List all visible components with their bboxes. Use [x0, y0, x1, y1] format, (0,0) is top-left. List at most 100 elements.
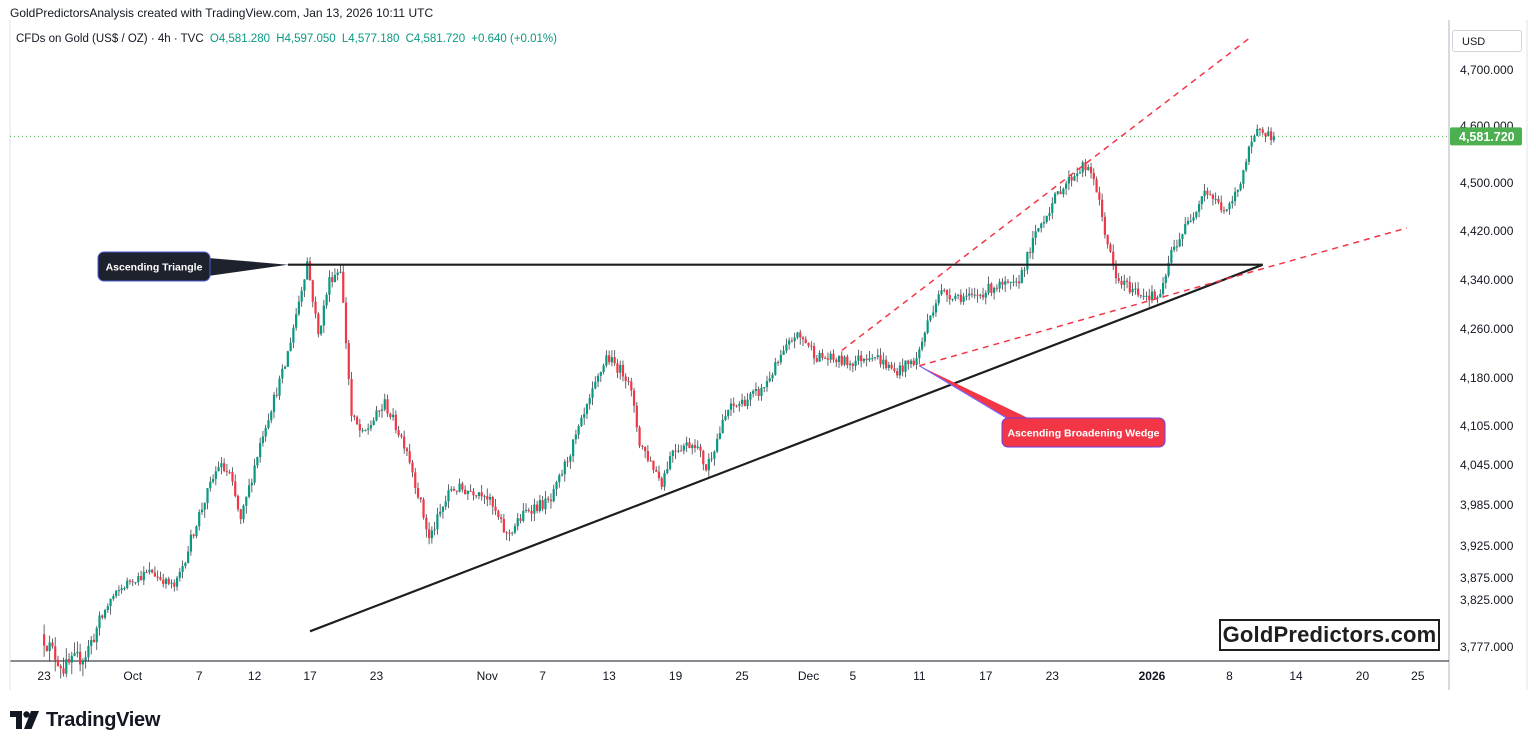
candle-up — [90, 639, 93, 646]
candle-down — [56, 659, 60, 667]
candle-down — [1112, 251, 1115, 266]
x-tick-label: 2026 — [1139, 669, 1166, 683]
last-price-tag: 4,581.720 — [1450, 127, 1522, 146]
candle-up — [1267, 131, 1270, 137]
candle-down — [621, 364, 625, 377]
candle-down — [948, 295, 951, 300]
currency-selector[interactable]: USD — [1452, 30, 1522, 52]
candle-up — [278, 378, 281, 396]
candle-down — [649, 460, 652, 462]
y-tick-label: 3,985.000 — [1460, 498, 1514, 512]
y-tick-label: 4,045.000 — [1460, 458, 1514, 472]
candle-down — [1264, 132, 1267, 137]
candle-down — [627, 380, 630, 382]
candle-up — [264, 427, 267, 437]
candle-down — [832, 353, 835, 360]
candle-down — [314, 301, 317, 314]
candle-down — [419, 497, 422, 500]
candle-up — [364, 429, 367, 431]
candles — [43, 124, 1275, 679]
candle-up — [1145, 295, 1148, 297]
candle-up — [785, 344, 788, 351]
candle-up — [1214, 198, 1217, 200]
candle-down — [1092, 172, 1095, 180]
pattern-lines[interactable] — [287, 35, 1407, 633]
candle-down — [128, 580, 132, 582]
candle-down — [1089, 167, 1093, 173]
symbol-title[interactable]: CFDs on Gold (US$ / OZ) · 4h · TVC — [16, 33, 204, 45]
candle-up — [533, 504, 536, 514]
candle-up — [95, 628, 98, 643]
candle-up — [106, 606, 109, 611]
candle-up — [1175, 246, 1179, 248]
x-tick-label: 19 — [669, 669, 683, 683]
candle-down — [505, 532, 508, 534]
candle-up — [1031, 238, 1034, 253]
candle-down — [508, 532, 511, 534]
candle-down — [1106, 234, 1109, 245]
candle-up — [391, 414, 395, 418]
candle-down — [1211, 194, 1215, 199]
candle-up — [663, 473, 666, 487]
candle-down — [92, 639, 96, 643]
candle-up — [934, 303, 938, 313]
candle-down — [455, 490, 458, 492]
candle-down — [812, 346, 816, 359]
candle-up — [1062, 188, 1065, 195]
candle-down — [486, 496, 489, 500]
candle-up — [768, 378, 771, 382]
candle-up — [436, 514, 439, 530]
candle-up — [727, 409, 730, 417]
candle-up — [289, 342, 292, 352]
candle-up — [513, 526, 517, 533]
candle-down — [139, 576, 143, 581]
candle-down — [1098, 192, 1101, 200]
candle-up — [488, 496, 492, 500]
candle-up — [1134, 288, 1137, 290]
y-tick-label: 4,700.000 — [1460, 63, 1514, 77]
candle-up — [583, 413, 586, 418]
x-tick-label: 25 — [1411, 669, 1425, 683]
triangle-callout-pointer — [208, 258, 288, 276]
candle-down — [865, 358, 868, 361]
y-tick-label: 4,180.000 — [1460, 371, 1514, 385]
candle-up — [1020, 270, 1023, 284]
candle-up — [242, 505, 245, 520]
candle-up — [84, 657, 87, 661]
candle-up — [450, 488, 453, 491]
candle-up — [1197, 204, 1201, 212]
candle-down — [995, 287, 998, 289]
candle-down — [547, 498, 550, 500]
ohlc-legend: CFDs on Gold (US$ / OZ) · 4h · TVC O4,58… — [16, 33, 560, 45]
candle-up — [267, 420, 270, 428]
candle-up — [920, 341, 924, 350]
candle-down — [311, 280, 314, 302]
candle-down — [461, 483, 464, 490]
y-tick-label: 3,875.000 — [1460, 571, 1514, 585]
candle-up — [361, 430, 364, 432]
y-tick-label: 3,825.000 — [1460, 593, 1514, 607]
low-value: L4,577.180 — [341, 33, 400, 45]
x-tick-label: 23 — [37, 669, 51, 683]
candle-up — [87, 645, 90, 658]
candle-down — [519, 518, 522, 521]
candle-up — [380, 409, 384, 411]
candle-up — [214, 471, 217, 479]
candle-down — [1120, 280, 1123, 285]
candle-down — [62, 668, 65, 674]
candle-up — [170, 582, 173, 584]
candle-down — [414, 472, 417, 488]
open-value: O4,581.280 — [209, 33, 270, 45]
candle-down — [702, 450, 705, 465]
x-tick-label: 7 — [539, 669, 546, 683]
candle-up — [1164, 275, 1167, 283]
candle-down — [1109, 244, 1112, 252]
candle-up — [444, 501, 447, 507]
candle-up — [909, 360, 913, 365]
candle-up — [1236, 190, 1239, 192]
candle-up — [763, 387, 766, 389]
candle-up — [574, 434, 577, 440]
candle-up — [117, 590, 120, 592]
tradingview-logo[interactable]: TradingView — [10, 708, 160, 732]
